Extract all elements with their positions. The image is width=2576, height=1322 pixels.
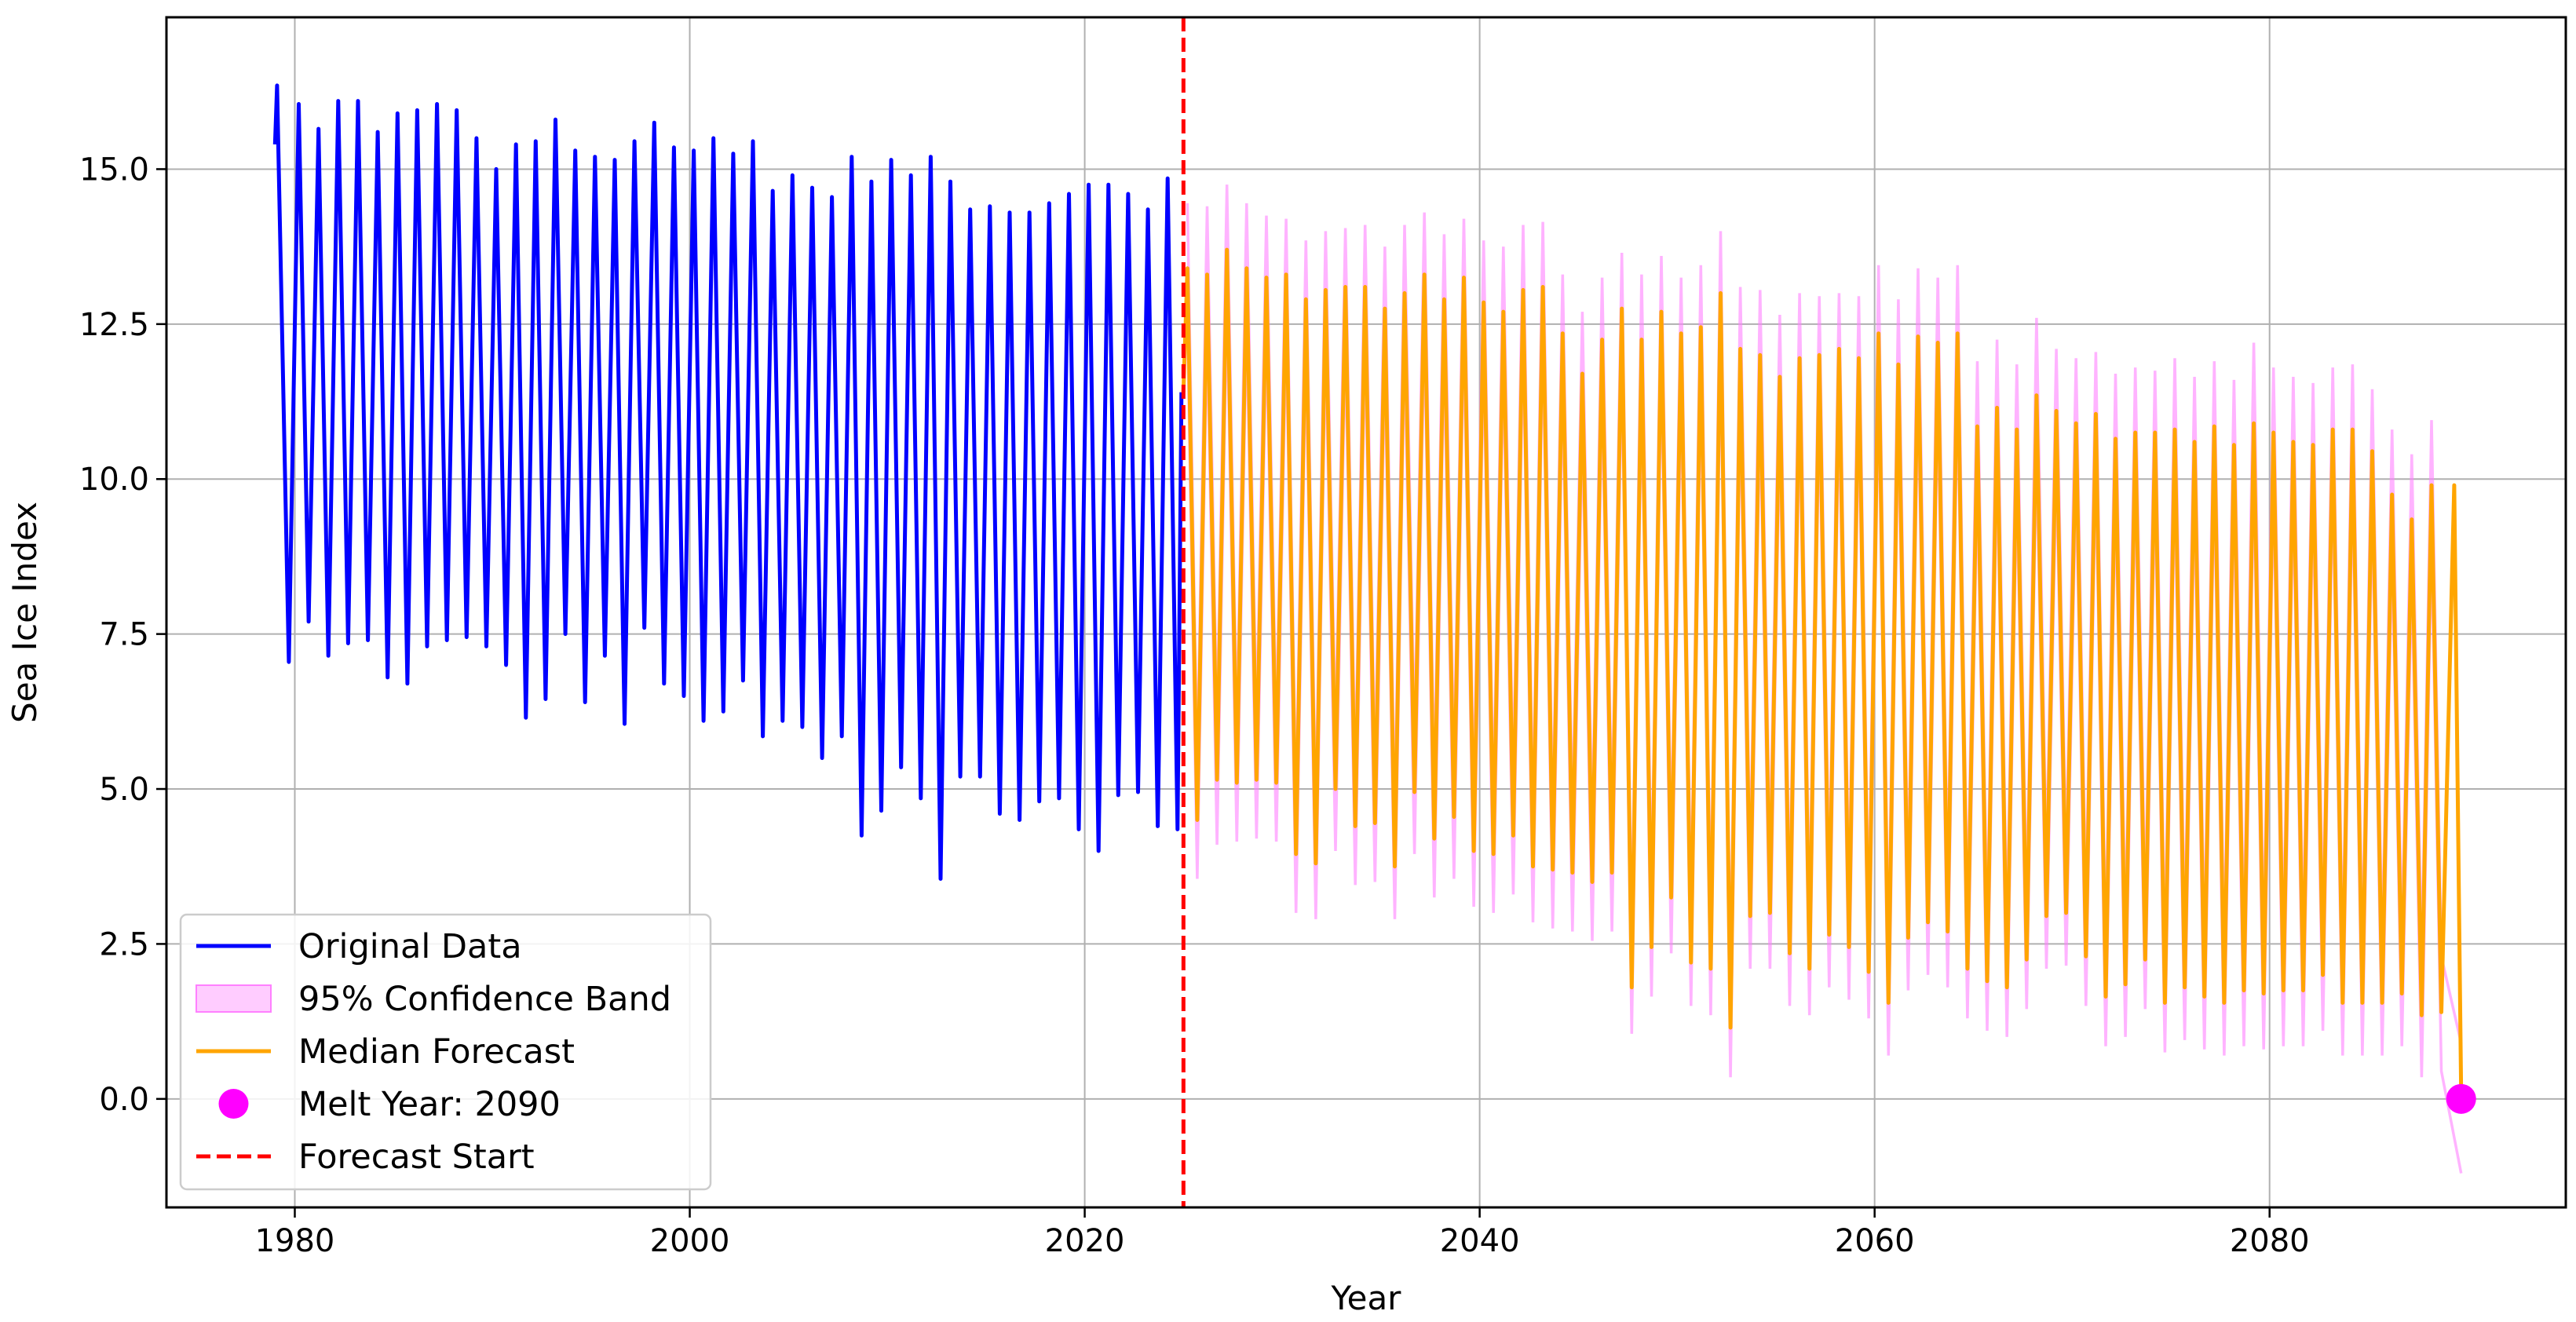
legend-label: Median Forecast [298,1032,575,1072]
x-tick-label: 2040 [1440,1223,1520,1259]
y-axis-ticks: 0.0 2.5 5.0 7.5 10.0 12.5 15.0 [79,152,166,1118]
plot-frame [165,16,2567,1209]
melt-point-group [2446,1083,2476,1114]
y-tick-label: 12.5 [79,307,149,343]
y-axis-label: Sea Ice Index [5,502,44,723]
legend: Original Data 95% Confidence Band Median F… [179,913,712,1191]
y-tick-label: 10.0 [79,462,149,498]
legend-box [179,913,712,1191]
x-tick-label: 2020 [1045,1223,1125,1259]
legend-label: 95% Confidence Band [298,980,671,1019]
legend-label: Forecast Start [298,1138,535,1177]
legend-handle-patch [195,984,272,1013]
y-tick-label: 0.0 [99,1082,149,1118]
original-data-series [272,83,1184,881]
y-tick-label: 7.5 [99,617,149,653]
legend-handle-marker [218,1089,249,1119]
median-forecast-line [1181,247,2464,1093]
y-tick-label: 2.5 [99,926,149,962]
legend-label: Melt Year: 2090 [298,1085,561,1124]
x-tick-label: 2000 [650,1223,730,1259]
y-tick-label: 5.0 [99,772,149,808]
x-tick-label: 2080 [2230,1223,2310,1259]
x-tick-label: 2060 [1835,1223,1915,1259]
legend-label: Original Data [298,927,522,966]
x-tick-label: 1980 [255,1223,335,1259]
original-data-line [272,83,1184,881]
x-axis-label: Year [1331,1279,1402,1317]
y-tick-label: 15.0 [79,152,149,188]
melt-year-marker [2446,1083,2476,1114]
x-axis-ticks: 1980 2000 2020 2040 2060 2080 [255,1207,2310,1259]
median-forecast-series [1181,247,2464,1093]
